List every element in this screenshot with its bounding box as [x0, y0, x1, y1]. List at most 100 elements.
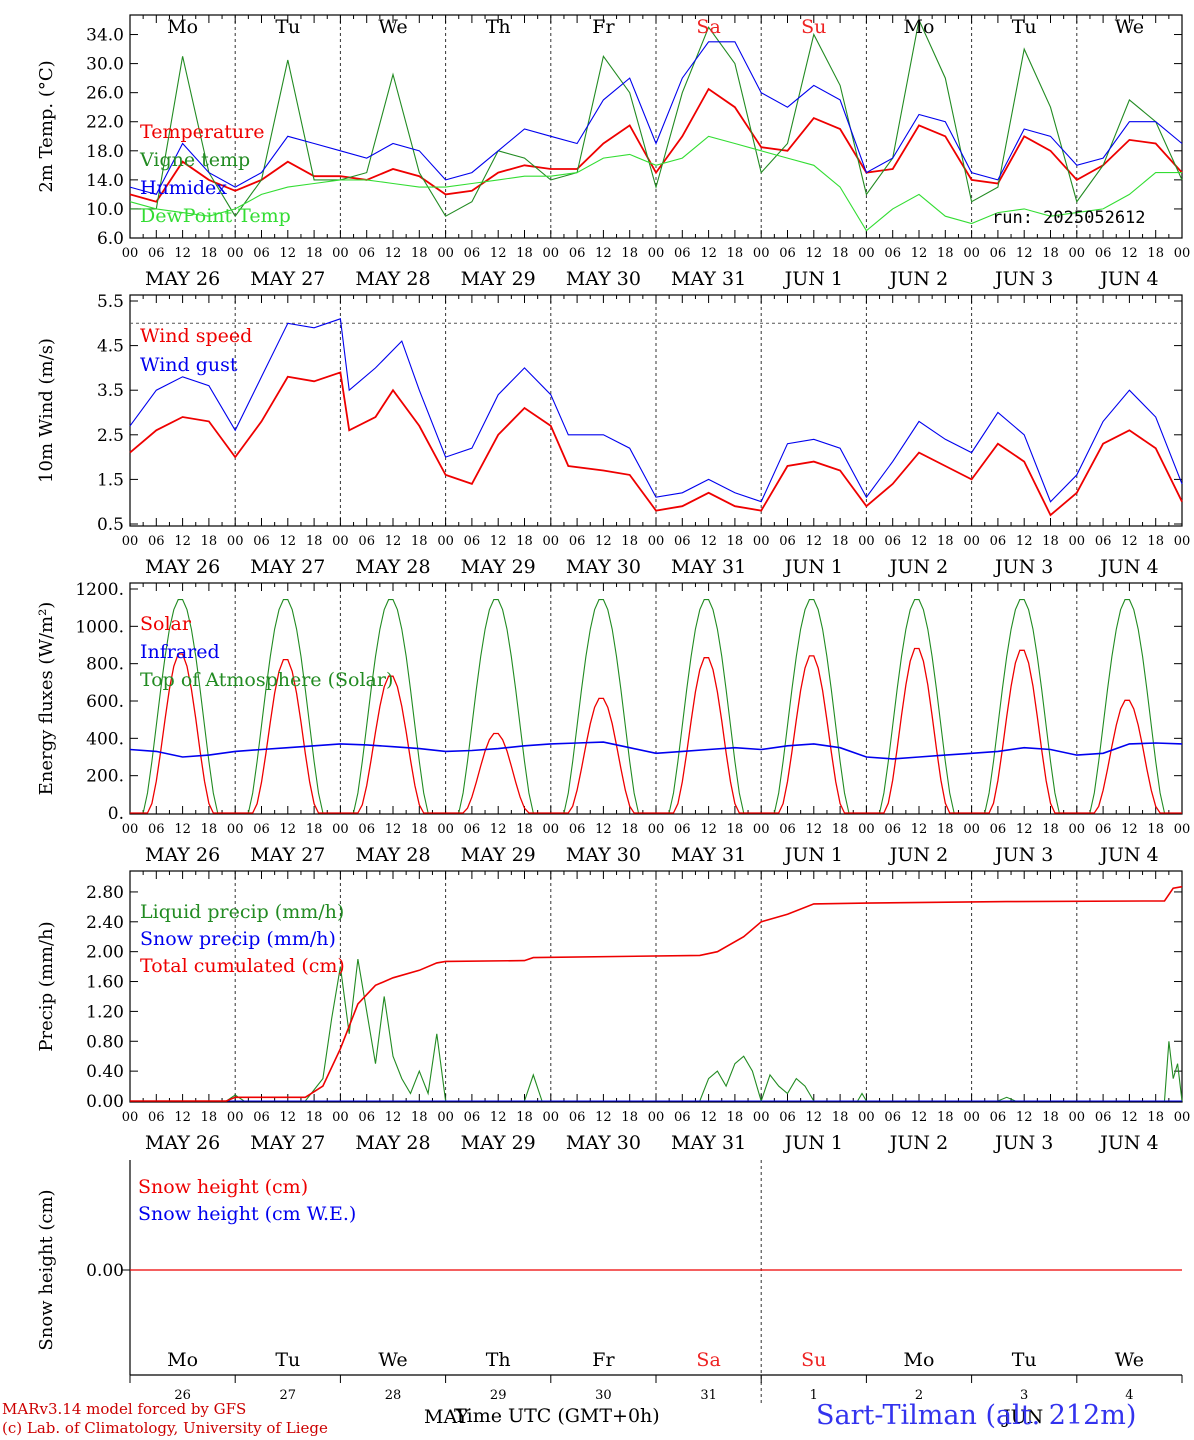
hour-tick-label: 00	[753, 246, 770, 261]
hour-tick-label: 06	[148, 822, 165, 837]
x-axis-title: Time UTC (GMT+0h)	[454, 1405, 660, 1427]
hour-tick-label: 18	[727, 534, 744, 549]
series-line-lightgreen	[129, 135, 1182, 232]
hour-tick-label: 00	[753, 1110, 770, 1125]
date-label: MAY 29	[461, 268, 536, 290]
day-name: Su	[801, 1349, 826, 1371]
month-label: JUN	[1001, 1406, 1043, 1428]
hour-tick-label: 18	[411, 822, 428, 837]
day-number: 2	[915, 1388, 923, 1403]
hour-tick-label: 06	[464, 534, 481, 549]
hour-tick-label: 00	[437, 1110, 454, 1125]
hour-tick-label: 18	[832, 246, 849, 261]
hour-tick-label: 06	[884, 246, 901, 261]
y-tick-label: 1.20	[86, 1002, 124, 1022]
hour-tick-label: 12	[911, 1110, 928, 1125]
hour-tick-label: 12	[1121, 246, 1138, 261]
date-label: JUN 2	[888, 844, 948, 866]
date-label: JUN 3	[993, 844, 1053, 866]
hour-tick-label: 18	[306, 534, 323, 549]
date-label: MAY 28	[355, 1132, 430, 1154]
day-number: 27	[280, 1388, 297, 1403]
hour-tick-label: 06	[990, 534, 1007, 549]
y-tick-label: 0.80	[86, 1032, 124, 1052]
y-tick-label: 1.60	[86, 973, 124, 993]
date-label: JUN 2	[888, 268, 948, 290]
hour-tick-label: 18	[1042, 1110, 1059, 1125]
day-number: 4	[1125, 1388, 1133, 1403]
series-line-green	[130, 18, 1183, 218]
hour-tick-label: 12	[174, 1110, 191, 1125]
run-label: run: 2025052612	[992, 208, 1146, 228]
hour-tick-label: 12	[280, 534, 297, 549]
hour-tick-label: 12	[385, 246, 402, 261]
series-line-red	[129, 87, 1183, 203]
hour-tick-label: 12	[700, 246, 717, 261]
hour-tick-label: 00	[1174, 534, 1191, 549]
day-name: We	[378, 1349, 407, 1371]
date-label: MAY 27	[250, 556, 325, 578]
hour-tick-label: 06	[779, 246, 796, 261]
hour-tick-label: 18	[201, 246, 218, 261]
hour-tick-label: 12	[1016, 246, 1033, 261]
hour-tick-label: 06	[148, 534, 165, 549]
date-label: JUN 3	[993, 1132, 1053, 1154]
credit-line-model: MARv3.14 model forced by GFS	[2, 1400, 247, 1418]
date-label: MAY 26	[145, 268, 220, 290]
date-label: JUN 1	[783, 268, 843, 290]
legend-entry: Snow precip (mm/h)	[140, 928, 336, 950]
hour-tick-label: 06	[884, 1110, 901, 1125]
hour-tick-label: 18	[832, 822, 849, 837]
hour-tick-label: 12	[700, 822, 717, 837]
day-number: 3	[1020, 1388, 1028, 1403]
y-tick-label: 5.5	[97, 292, 124, 312]
hour-tick-label: 18	[411, 1110, 428, 1125]
hour-tick-label: 06	[1095, 822, 1112, 837]
hour-tick-label: 18	[1042, 534, 1059, 549]
hour-tick-label: 06	[253, 822, 270, 837]
hour-tick-label: 00	[753, 822, 770, 837]
y-tick-label: 2.80	[86, 883, 124, 903]
credit-line-lab: (c) Lab. of Climatology, University of L…	[2, 1419, 328, 1437]
day-name: Fr	[592, 16, 615, 38]
y-tick-label: 34.0	[86, 26, 124, 46]
hour-tick-label: 18	[937, 246, 954, 261]
station-title: Sart-Tilman (alt. 212m)	[816, 1400, 1137, 1431]
hour-tick-label: 06	[990, 822, 1007, 837]
hour-tick-label: 06	[674, 822, 691, 837]
date-label: JUN 3	[993, 268, 1053, 290]
hour-tick-label: 18	[201, 822, 218, 837]
hour-tick-label: 18	[937, 1110, 954, 1125]
y-tick-label: 2.00	[86, 943, 124, 963]
hour-tick-label: 00	[122, 822, 139, 837]
hour-tick-label: 18	[516, 1110, 533, 1125]
hour-tick-label: 00	[963, 534, 980, 549]
hour-tick-label: 12	[490, 246, 507, 261]
date-label: MAY 26	[145, 1132, 220, 1154]
hour-tick-label: 18	[727, 1110, 744, 1125]
hour-tick-label: 00	[753, 534, 770, 549]
y-tick-label: 0.5	[97, 515, 124, 535]
day-number: 30	[595, 1388, 612, 1403]
hour-tick-label: 00	[543, 822, 560, 837]
date-label: MAY 26	[145, 556, 220, 578]
hour-tick-label: 00	[227, 246, 244, 261]
date-label: JUN 4	[1098, 556, 1158, 578]
date-label: MAY 29	[461, 556, 536, 578]
hour-tick-label: 06	[358, 1110, 375, 1125]
legend-entry: Infrared	[140, 641, 220, 663]
hour-tick-label: 00	[332, 534, 349, 549]
date-label: MAY 28	[355, 844, 430, 866]
y-tick-label: 0.40	[86, 1062, 124, 1082]
hour-tick-label: 18	[306, 246, 323, 261]
hour-tick-label: 00	[963, 1110, 980, 1125]
hour-tick-label: 06	[464, 822, 481, 837]
y-axis-label: Snow height (cm)	[36, 1189, 57, 1350]
date-label: MAY 26	[145, 844, 220, 866]
hour-tick-label: 18	[621, 534, 638, 549]
hour-tick-label: 12	[1016, 534, 1033, 549]
date-label: JUN 2	[888, 1132, 948, 1154]
hour-tick-label: 12	[806, 534, 823, 549]
y-axis-label: 10m Wind (m/s)	[36, 338, 57, 483]
date-label: JUN 1	[783, 556, 843, 578]
